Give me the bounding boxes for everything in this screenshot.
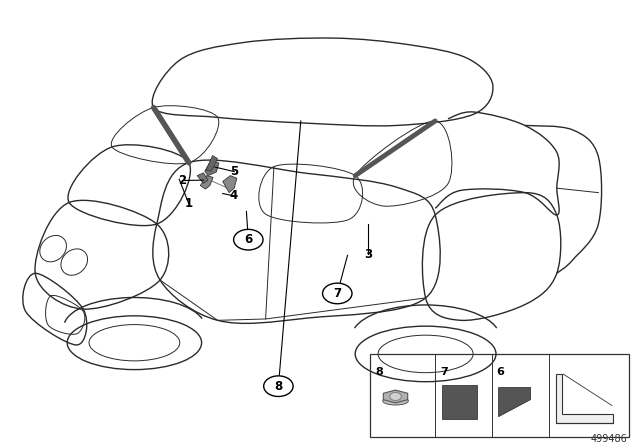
Polygon shape [197,173,208,183]
Ellipse shape [383,397,408,405]
Text: 3: 3 [364,248,372,261]
Text: 499486: 499486 [591,434,627,444]
Polygon shape [383,390,408,403]
Polygon shape [499,388,531,417]
Bar [442,385,477,419]
Text: 4: 4 [230,189,237,202]
Circle shape [390,392,401,401]
Polygon shape [556,374,613,423]
Text: 5: 5 [230,165,238,178]
Polygon shape [206,155,218,171]
Bar [370,354,629,437]
Text: 2: 2 [179,174,186,187]
Text: 1: 1 [185,197,193,211]
Text: 7: 7 [440,367,448,377]
Text: 7: 7 [333,287,341,300]
Text: 6: 6 [497,367,504,377]
Polygon shape [200,176,213,189]
Polygon shape [205,160,219,176]
Text: 6: 6 [244,233,252,246]
Text: 8: 8 [375,367,383,377]
Polygon shape [223,176,237,193]
Text: 8: 8 [275,379,282,393]
